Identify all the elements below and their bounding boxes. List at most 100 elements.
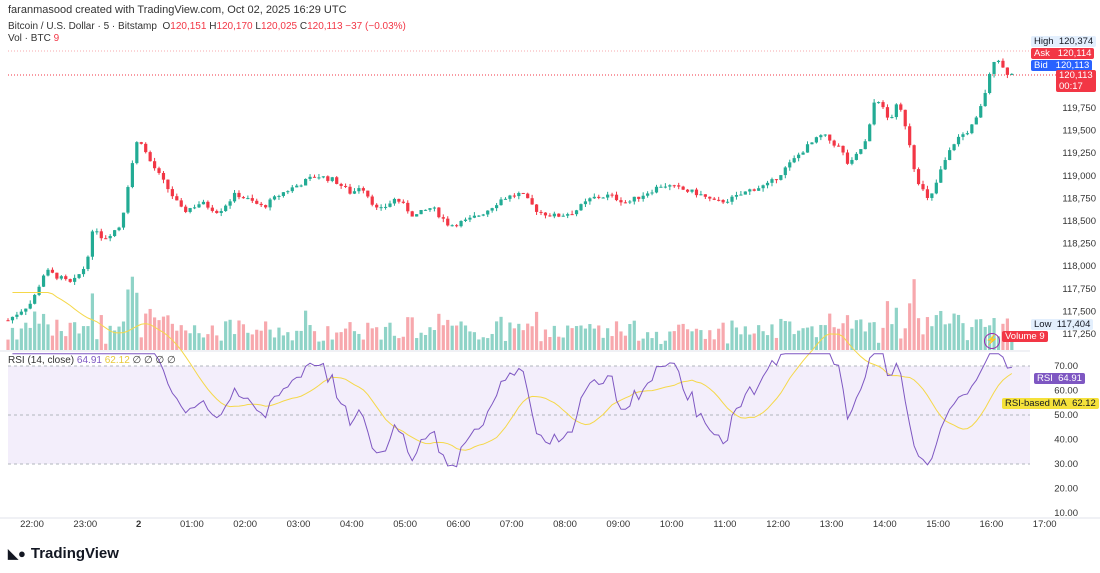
volume-bar: [33, 311, 37, 350]
time-tick-label: 04:00: [340, 519, 364, 530]
candle-body: [397, 198, 401, 202]
candle-body: [672, 185, 676, 187]
volume-bar: [41, 313, 46, 350]
volume-bar: [557, 336, 561, 350]
volume-bar: [321, 340, 325, 350]
candle-body: [610, 194, 614, 196]
candle-body: [539, 211, 543, 213]
volume-bar: [463, 325, 468, 350]
candle-body: [175, 196, 179, 201]
volume-bar: [428, 327, 432, 350]
volume-bar: [272, 337, 277, 350]
candle-body: [690, 189, 694, 192]
candle-body: [37, 286, 41, 295]
volume-bar: [543, 329, 548, 350]
candle-body: [521, 192, 525, 194]
rsi-value: 64.91: [76, 355, 102, 366]
candle-body: [668, 185, 672, 187]
candle-body: [157, 168, 161, 173]
candle-body: [15, 314, 19, 317]
candle-body: [792, 158, 796, 163]
volume-bar: [188, 333, 192, 350]
candle-body: [148, 152, 152, 162]
volume-bar: [126, 289, 130, 350]
volume-bar: [872, 322, 876, 350]
volume-bar: [548, 337, 552, 350]
volume-bar: [659, 343, 663, 350]
candle-body: [965, 133, 970, 135]
volume-bar: [916, 318, 921, 350]
candle-body: [272, 196, 277, 200]
volume-bar: [663, 340, 667, 350]
rsi-extra: ∅ ∅ ∅ ∅: [132, 355, 176, 366]
volume-bar: [28, 327, 32, 350]
candle-body: [64, 276, 68, 280]
volume-bar: [184, 330, 188, 350]
volume-bar: [783, 321, 787, 350]
candle-body: [517, 192, 521, 197]
candle-body: [330, 177, 334, 181]
candle-body: [343, 185, 348, 187]
candle-body: [477, 215, 481, 217]
volume-bar: [339, 332, 343, 350]
volume-bar: [401, 336, 405, 350]
volume-bar: [885, 301, 890, 350]
symbol-name[interactable]: Bitcoin / U.S. Dollar · 5 · Bitstamp: [8, 21, 157, 32]
candle-body: [663, 186, 667, 188]
volume-bar: [694, 328, 699, 350]
volume-bar: [677, 324, 681, 350]
volume-bar: [237, 320, 241, 350]
candle-body: [117, 227, 121, 231]
candle-body: [46, 269, 50, 276]
tradingview-logo[interactable]: ◣● TradingView: [8, 545, 119, 562]
volume-bar: [579, 325, 583, 350]
volume-bar: [970, 327, 974, 350]
candle-body: [526, 193, 530, 199]
candle-body: [121, 212, 126, 228]
volume-bar: [881, 327, 885, 350]
volume-bar: [397, 338, 401, 350]
volume-tag: Volume 9: [1002, 331, 1048, 342]
candle-body: [717, 199, 721, 201]
volume-bar: [135, 292, 139, 350]
candle-body: [99, 231, 103, 239]
volume-bar: [383, 326, 388, 350]
volume-bar: [10, 327, 15, 350]
candle-body: [943, 160, 947, 170]
price-tick-label: 119,500: [1062, 126, 1096, 137]
tv-logo-icon: ◣●: [8, 545, 26, 561]
volume-bar: [561, 337, 565, 350]
volume-bar: [863, 331, 867, 350]
candle-body: [268, 199, 272, 208]
volume-bar: [859, 319, 863, 350]
candle-body: [428, 208, 432, 210]
volume-bar: [765, 335, 770, 350]
volume-bar: [868, 322, 872, 350]
volume-bar: [166, 315, 170, 350]
volume-bar: [708, 330, 712, 350]
lightning-icon[interactable]: ⚡: [984, 333, 1000, 349]
volume-bar: [175, 330, 179, 350]
volume-bar: [90, 293, 95, 350]
candle-body: [19, 311, 23, 315]
volume-bar: [486, 338, 490, 350]
volume-bar: [832, 327, 836, 350]
volume-bar: [15, 339, 19, 350]
price-tick-label: 117,250: [1062, 329, 1096, 340]
volume-bar: [241, 324, 246, 350]
candle-body: [868, 124, 872, 142]
volume-bar: [148, 308, 152, 350]
candle-body: [552, 213, 556, 217]
volume-bar: [24, 322, 28, 350]
candle-body: [10, 316, 15, 321]
volume-bar: [974, 319, 978, 350]
volume-bar: [499, 316, 503, 350]
volume-bar: [348, 322, 352, 350]
candle-body: [104, 238, 108, 240]
time-tick-label: 17:00: [1033, 519, 1057, 530]
candle-body: [899, 104, 903, 110]
volume-bar: [890, 324, 894, 350]
time-tick-label: 22:00: [20, 519, 44, 530]
volume-bar: [335, 332, 339, 350]
